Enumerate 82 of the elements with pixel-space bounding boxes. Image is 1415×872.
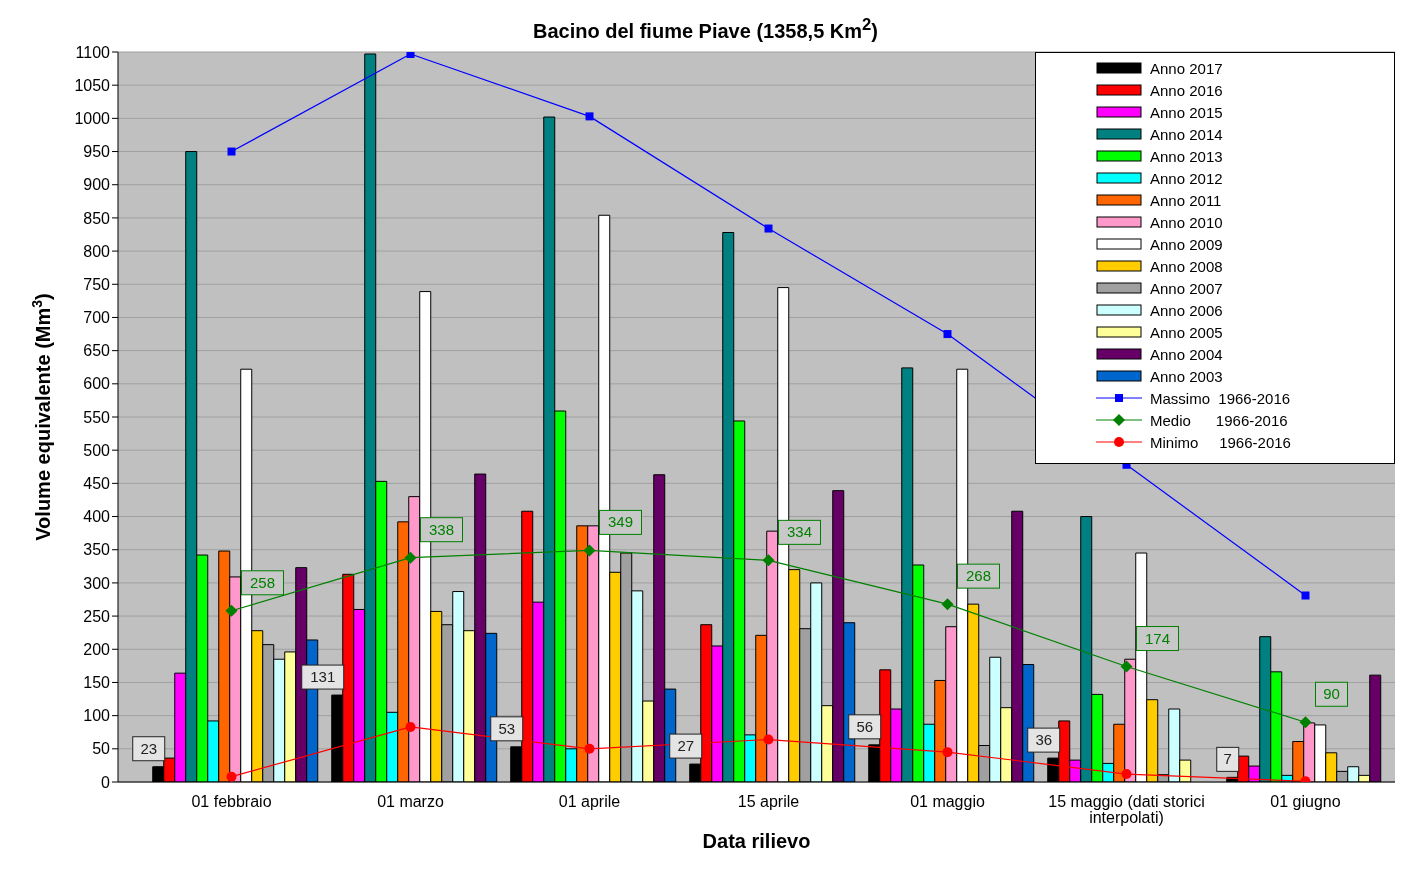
y-tick-label: 1050 (74, 76, 111, 94)
data-label: 36 (1035, 731, 1053, 749)
x-tick-label: 01 giugno (1270, 793, 1341, 811)
legend-label: Anno 2003 (1150, 367, 1223, 385)
legend-label: Anno 2005 (1150, 323, 1223, 341)
point (1121, 769, 1132, 780)
y-tick-label: 250 (83, 607, 111, 625)
legend-label: Anno 2013 (1150, 147, 1223, 165)
legend-label: Anno 2008 (1150, 257, 1223, 275)
legend-label: Anno 2009 (1150, 235, 1223, 253)
legend-label: Anno 2017 (1150, 59, 1223, 77)
point (585, 112, 594, 121)
chart-title: Bacino del fiume Piave (1358,5 Km$^{2}$) (532, 14, 879, 42)
point (762, 554, 775, 567)
x-tick-label: 01 febbraio (191, 793, 272, 811)
y-tick-label: 1100 (75, 43, 111, 61)
x-tick-label: 01 maggio (910, 793, 985, 811)
y-tick-label: 300 (83, 574, 111, 592)
y-tick-label: 400 (83, 508, 111, 526)
legend-label: Anno 2007 (1150, 279, 1223, 297)
y-tick-label: 900 (83, 176, 111, 194)
y-tick-label: 600 (83, 375, 111, 393)
x-tick-label: 15 aprile (737, 793, 800, 811)
y-tick-label: 550 (83, 408, 111, 426)
data-label: 23 (140, 739, 158, 757)
y-tick-label: 350 (83, 541, 111, 559)
x-tick-label: 01 aprile (558, 793, 621, 811)
data-label: 27 (677, 737, 695, 755)
y-tick-label: 750 (83, 275, 111, 293)
y-tick-label: 1000 (74, 110, 111, 128)
legend-label: Minimo 1966-2016 (1150, 433, 1291, 451)
data-label: 53 (498, 719, 516, 737)
x-tick-label: 01 marzo (377, 793, 444, 811)
point (764, 224, 773, 233)
point (583, 544, 596, 557)
y-tick-label: 950 (83, 143, 111, 161)
point (1299, 716, 1312, 729)
y-tick-label: 200 (83, 640, 111, 658)
y-tick-label: 100 (83, 707, 111, 725)
legend-label: Anno 2004 (1150, 345, 1223, 363)
point (404, 551, 417, 564)
y-tick-label: 700 (83, 309, 111, 327)
y-tick-label: 500 (83, 441, 111, 459)
data-label: 334 (786, 523, 813, 541)
data-label: 268 (965, 567, 992, 585)
data-label: 131 (310, 668, 336, 686)
point (227, 147, 236, 156)
point (941, 598, 954, 611)
point (225, 604, 238, 617)
data-label: 338 (428, 520, 455, 538)
y-tick-label: 650 (83, 342, 111, 360)
point (763, 734, 774, 745)
data-label: 7 (1223, 750, 1232, 768)
legend-label: Anno 2016 (1150, 81, 1223, 99)
point (943, 330, 952, 339)
legend-label: Massimo 1966-2016 (1150, 389, 1291, 407)
legend-label: Medio 1966-2016 (1150, 411, 1288, 429)
legend-label: Anno 2011 (1150, 191, 1222, 209)
data-label: 90 (1323, 685, 1340, 703)
y-tick-label: 150 (83, 674, 111, 692)
y-tick-label: 800 (83, 242, 111, 260)
legend-label: Anno 2012 (1150, 169, 1223, 187)
data-label: 174 (1144, 629, 1171, 647)
point (584, 743, 595, 754)
point (405, 721, 416, 732)
data-label: 258 (249, 573, 276, 591)
y-tick-label: 50 (92, 740, 111, 758)
y-tick-label: 0 (101, 773, 111, 791)
legend-label: Anno 2010 (1150, 213, 1223, 231)
x-tick-label: 15 maggio (dati storici interpolati) (1048, 793, 1205, 827)
point (942, 747, 953, 758)
data-label: 349 (607, 513, 634, 531)
y-tick-label: 850 (83, 209, 111, 227)
point (1301, 591, 1310, 600)
data-label: 56 (856, 717, 874, 735)
point (226, 771, 237, 782)
legend-label: Anno 2006 (1150, 301, 1223, 319)
y-tick-label: 450 (83, 475, 111, 493)
x-axis-title: Data rilievo (702, 830, 811, 852)
legend-label: Anno 2015 (1150, 103, 1223, 121)
point (1120, 660, 1133, 673)
legend-label: Anno 2014 (1150, 125, 1223, 143)
